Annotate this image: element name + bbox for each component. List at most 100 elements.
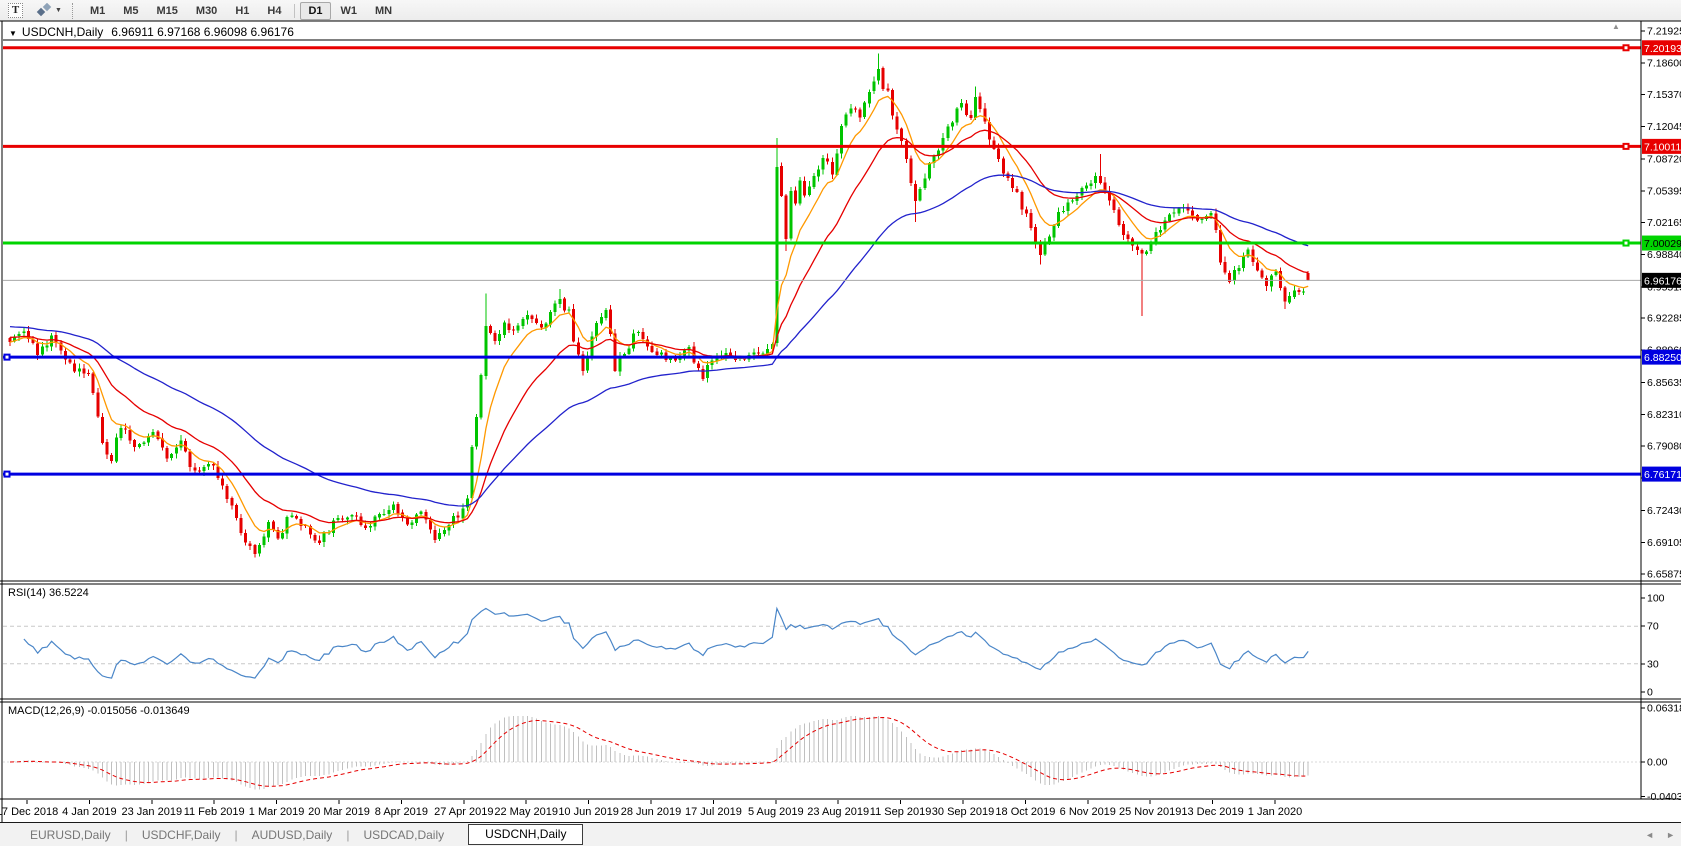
chart-tab-USDCAD[interactable]: USDCAD,Daily bbox=[363, 827, 445, 842]
svg-text:7.05395: 7.05395 bbox=[1647, 186, 1681, 198]
candles bbox=[8, 53, 1310, 558]
svg-text:6.76171: 6.76171 bbox=[1644, 469, 1681, 481]
svg-text:11 Sep 2019: 11 Sep 2019 bbox=[870, 806, 932, 818]
svg-text:25 Nov 2019: 25 Nov 2019 bbox=[1119, 806, 1181, 818]
svg-text:23 Jan 2019: 23 Jan 2019 bbox=[122, 806, 183, 818]
price-badge-7.00029: 7.00029 bbox=[1642, 235, 1681, 251]
tab-separator: | bbox=[346, 827, 350, 842]
price-badge-6.96176: 6.96176 bbox=[1642, 272, 1681, 288]
price-badge-6.88250: 6.88250 bbox=[1642, 349, 1681, 365]
svg-text:10 Jun 2019: 10 Jun 2019 bbox=[558, 806, 619, 818]
toolbar: T ▼ M1 M5 M15 M30 H1 H4 D1 W1 MN bbox=[0, 0, 1681, 21]
svg-text:7.08720: 7.08720 bbox=[1647, 153, 1681, 165]
chart-title: ▼ USDCNH,Daily 6.96911 6.97168 6.96098 6.9… bbox=[9, 25, 294, 39]
horizontal-line-7.20193[interactable] bbox=[3, 44, 1641, 52]
timeframe-button-W1[interactable]: W1 bbox=[340, 4, 358, 17]
timeframe-button-M1[interactable]: M1 bbox=[89, 4, 106, 17]
arrow-objects-button[interactable]: ▼ bbox=[31, 2, 66, 20]
svg-text:22 May 2019: 22 May 2019 bbox=[494, 806, 558, 818]
chart-tabs-bar: EURUSD,Daily | USDCHF,Daily | AUDUSD,Daily | U… bbox=[0, 822, 1681, 846]
svg-text:1 Mar 2019: 1 Mar 2019 bbox=[249, 806, 305, 818]
horizontal-line-7.10011[interactable] bbox=[3, 142, 1641, 150]
svg-text:18 Oct 2019: 18 Oct 2019 bbox=[995, 806, 1055, 818]
price-badge-7.10011: 7.10011 bbox=[1642, 138, 1681, 154]
timeframe-button-M15[interactable]: M15 bbox=[156, 4, 178, 17]
svg-text:7.15370: 7.15370 bbox=[1647, 89, 1681, 101]
svg-text:30: 30 bbox=[1647, 658, 1659, 670]
tab-separator: | bbox=[234, 827, 238, 842]
svg-text:20 Mar 2019: 20 Mar 2019 bbox=[308, 806, 370, 818]
dropdown-caret-icon: ▼ bbox=[55, 7, 62, 14]
timeframe-button-M30[interactable]: M30 bbox=[195, 4, 218, 17]
svg-text:0.00: 0.00 bbox=[1647, 757, 1668, 769]
ma-slow-line bbox=[9, 174, 1309, 507]
svg-text:7.20193: 7.20193 bbox=[1644, 43, 1681, 55]
svg-text:28 Jun 2019: 28 Jun 2019 bbox=[621, 806, 682, 818]
svg-text:7.21925: 7.21925 bbox=[1647, 26, 1681, 38]
tab-scroll-controls: ◄ ► bbox=[1645, 823, 1675, 846]
svg-text:6.98840: 6.98840 bbox=[1647, 249, 1681, 261]
rsi-line bbox=[23, 606, 1309, 679]
arrow-objects-icon bbox=[36, 3, 52, 17]
svg-text:6.72430: 6.72430 bbox=[1647, 505, 1681, 517]
svg-text:7.00029: 7.00029 bbox=[1644, 238, 1681, 250]
svg-text:30 Sep 2019: 30 Sep 2019 bbox=[932, 806, 994, 818]
svg-text:7.02165: 7.02165 bbox=[1647, 217, 1681, 229]
timeframe-button-D1[interactable]: D1 bbox=[300, 1, 331, 20]
chart-tab-USDCNH[interactable]: USDCNH,Daily bbox=[468, 824, 584, 845]
ma-mid-line bbox=[9, 129, 1309, 524]
timeframe-toolbar: M1 M5 M15 M30 H1 H4 D1 W1 MN bbox=[81, 1, 401, 20]
tab-scroll-right-icon[interactable]: ► bbox=[1666, 830, 1675, 840]
toolbar-separator bbox=[294, 3, 296, 18]
svg-text:6.88250: 6.88250 bbox=[1644, 352, 1681, 364]
svg-text:1 Jan 2020: 1 Jan 2020 bbox=[1248, 806, 1302, 818]
tab-scroll-left-icon[interactable]: ◄ bbox=[1645, 830, 1655, 840]
svg-text:7.10011: 7.10011 bbox=[1644, 141, 1681, 153]
rsi-indicator-label: RSI(14) 36.5224 bbox=[8, 587, 89, 599]
chart-tab-USDCHF[interactable]: USDCHF,Daily bbox=[141, 827, 221, 842]
chart-tab-EURUSD[interactable]: EURUSD,Daily bbox=[30, 827, 111, 842]
svg-text:17 Dec 2018: 17 Dec 2018 bbox=[0, 806, 58, 818]
svg-text:7.12045: 7.12045 bbox=[1647, 121, 1681, 133]
svg-text:11 Feb 2019: 11 Feb 2019 bbox=[184, 806, 245, 818]
svg-text:0: 0 bbox=[1647, 687, 1653, 699]
text-tool-icon: T bbox=[8, 3, 23, 18]
horizontal-line-7.00029[interactable] bbox=[3, 239, 1641, 247]
timeframe-button-H4[interactable]: H4 bbox=[267, 4, 282, 17]
svg-text:27 Apr 2019: 27 Apr 2019 bbox=[434, 806, 493, 818]
svg-text:6.92285: 6.92285 bbox=[1647, 313, 1681, 325]
svg-text:17 Jul 2019: 17 Jul 2019 bbox=[685, 806, 742, 818]
tab-separator: | bbox=[124, 827, 128, 842]
collapse-caret-icon: ▼ bbox=[9, 29, 17, 38]
chart-tab-AUDUSD[interactable]: AUDUSD,Daily bbox=[251, 827, 333, 842]
svg-text:8 Apr 2019: 8 Apr 2019 bbox=[375, 806, 428, 818]
macd-signal-line bbox=[9, 716, 1309, 787]
svg-text:5 Aug 2019: 5 Aug 2019 bbox=[748, 806, 804, 818]
svg-text:6.69105: 6.69105 bbox=[1647, 537, 1681, 549]
svg-text:6.96176: 6.96176 bbox=[1644, 275, 1681, 287]
toolbar-separator bbox=[71, 2, 77, 19]
svg-text:100: 100 bbox=[1647, 593, 1665, 605]
timeframe-button-MN[interactable]: MN bbox=[375, 4, 393, 17]
svg-text:6 Nov 2019: 6 Nov 2019 bbox=[1060, 806, 1116, 818]
svg-text:6.65875: 6.65875 bbox=[1647, 568, 1681, 580]
chart-symbol-label: USDCNH,Daily bbox=[21, 25, 104, 39]
svg-text:6.79080: 6.79080 bbox=[1647, 440, 1681, 452]
price-badge-6.76171: 6.76171 bbox=[1642, 466, 1681, 482]
svg-text:6.82310: 6.82310 bbox=[1647, 409, 1681, 421]
timeframe-button-M5[interactable]: M5 bbox=[123, 4, 139, 17]
svg-text:70: 70 bbox=[1647, 621, 1659, 633]
horizontal-line-6.88250[interactable] bbox=[3, 353, 1641, 361]
svg-text:7.18600: 7.18600 bbox=[1647, 58, 1681, 70]
date-axis[interactable]: 17 Dec 2018 4 Jan 2019 23 Jan 2019 11 Feb 2… bbox=[0, 800, 1302, 818]
text-label-tool-button[interactable]: T bbox=[4, 2, 27, 20]
svg-text:23 Aug 2019: 23 Aug 2019 bbox=[807, 806, 869, 818]
timeframe-button-H1[interactable]: H1 bbox=[235, 4, 250, 17]
svg-text:0.063184: 0.063184 bbox=[1647, 702, 1681, 714]
chart-tabs: EURUSD,Daily | USDCHF,Daily | AUDUSD,Daily | U… bbox=[16, 823, 584, 846]
horizontal-line-6.76171[interactable] bbox=[3, 470, 1641, 478]
chart-shift-marker-icon[interactable]: ▲ bbox=[1612, 22, 1620, 31]
macd-indicator-label: MACD(12,26,9) -0.015056 -0.013649 bbox=[8, 705, 190, 717]
